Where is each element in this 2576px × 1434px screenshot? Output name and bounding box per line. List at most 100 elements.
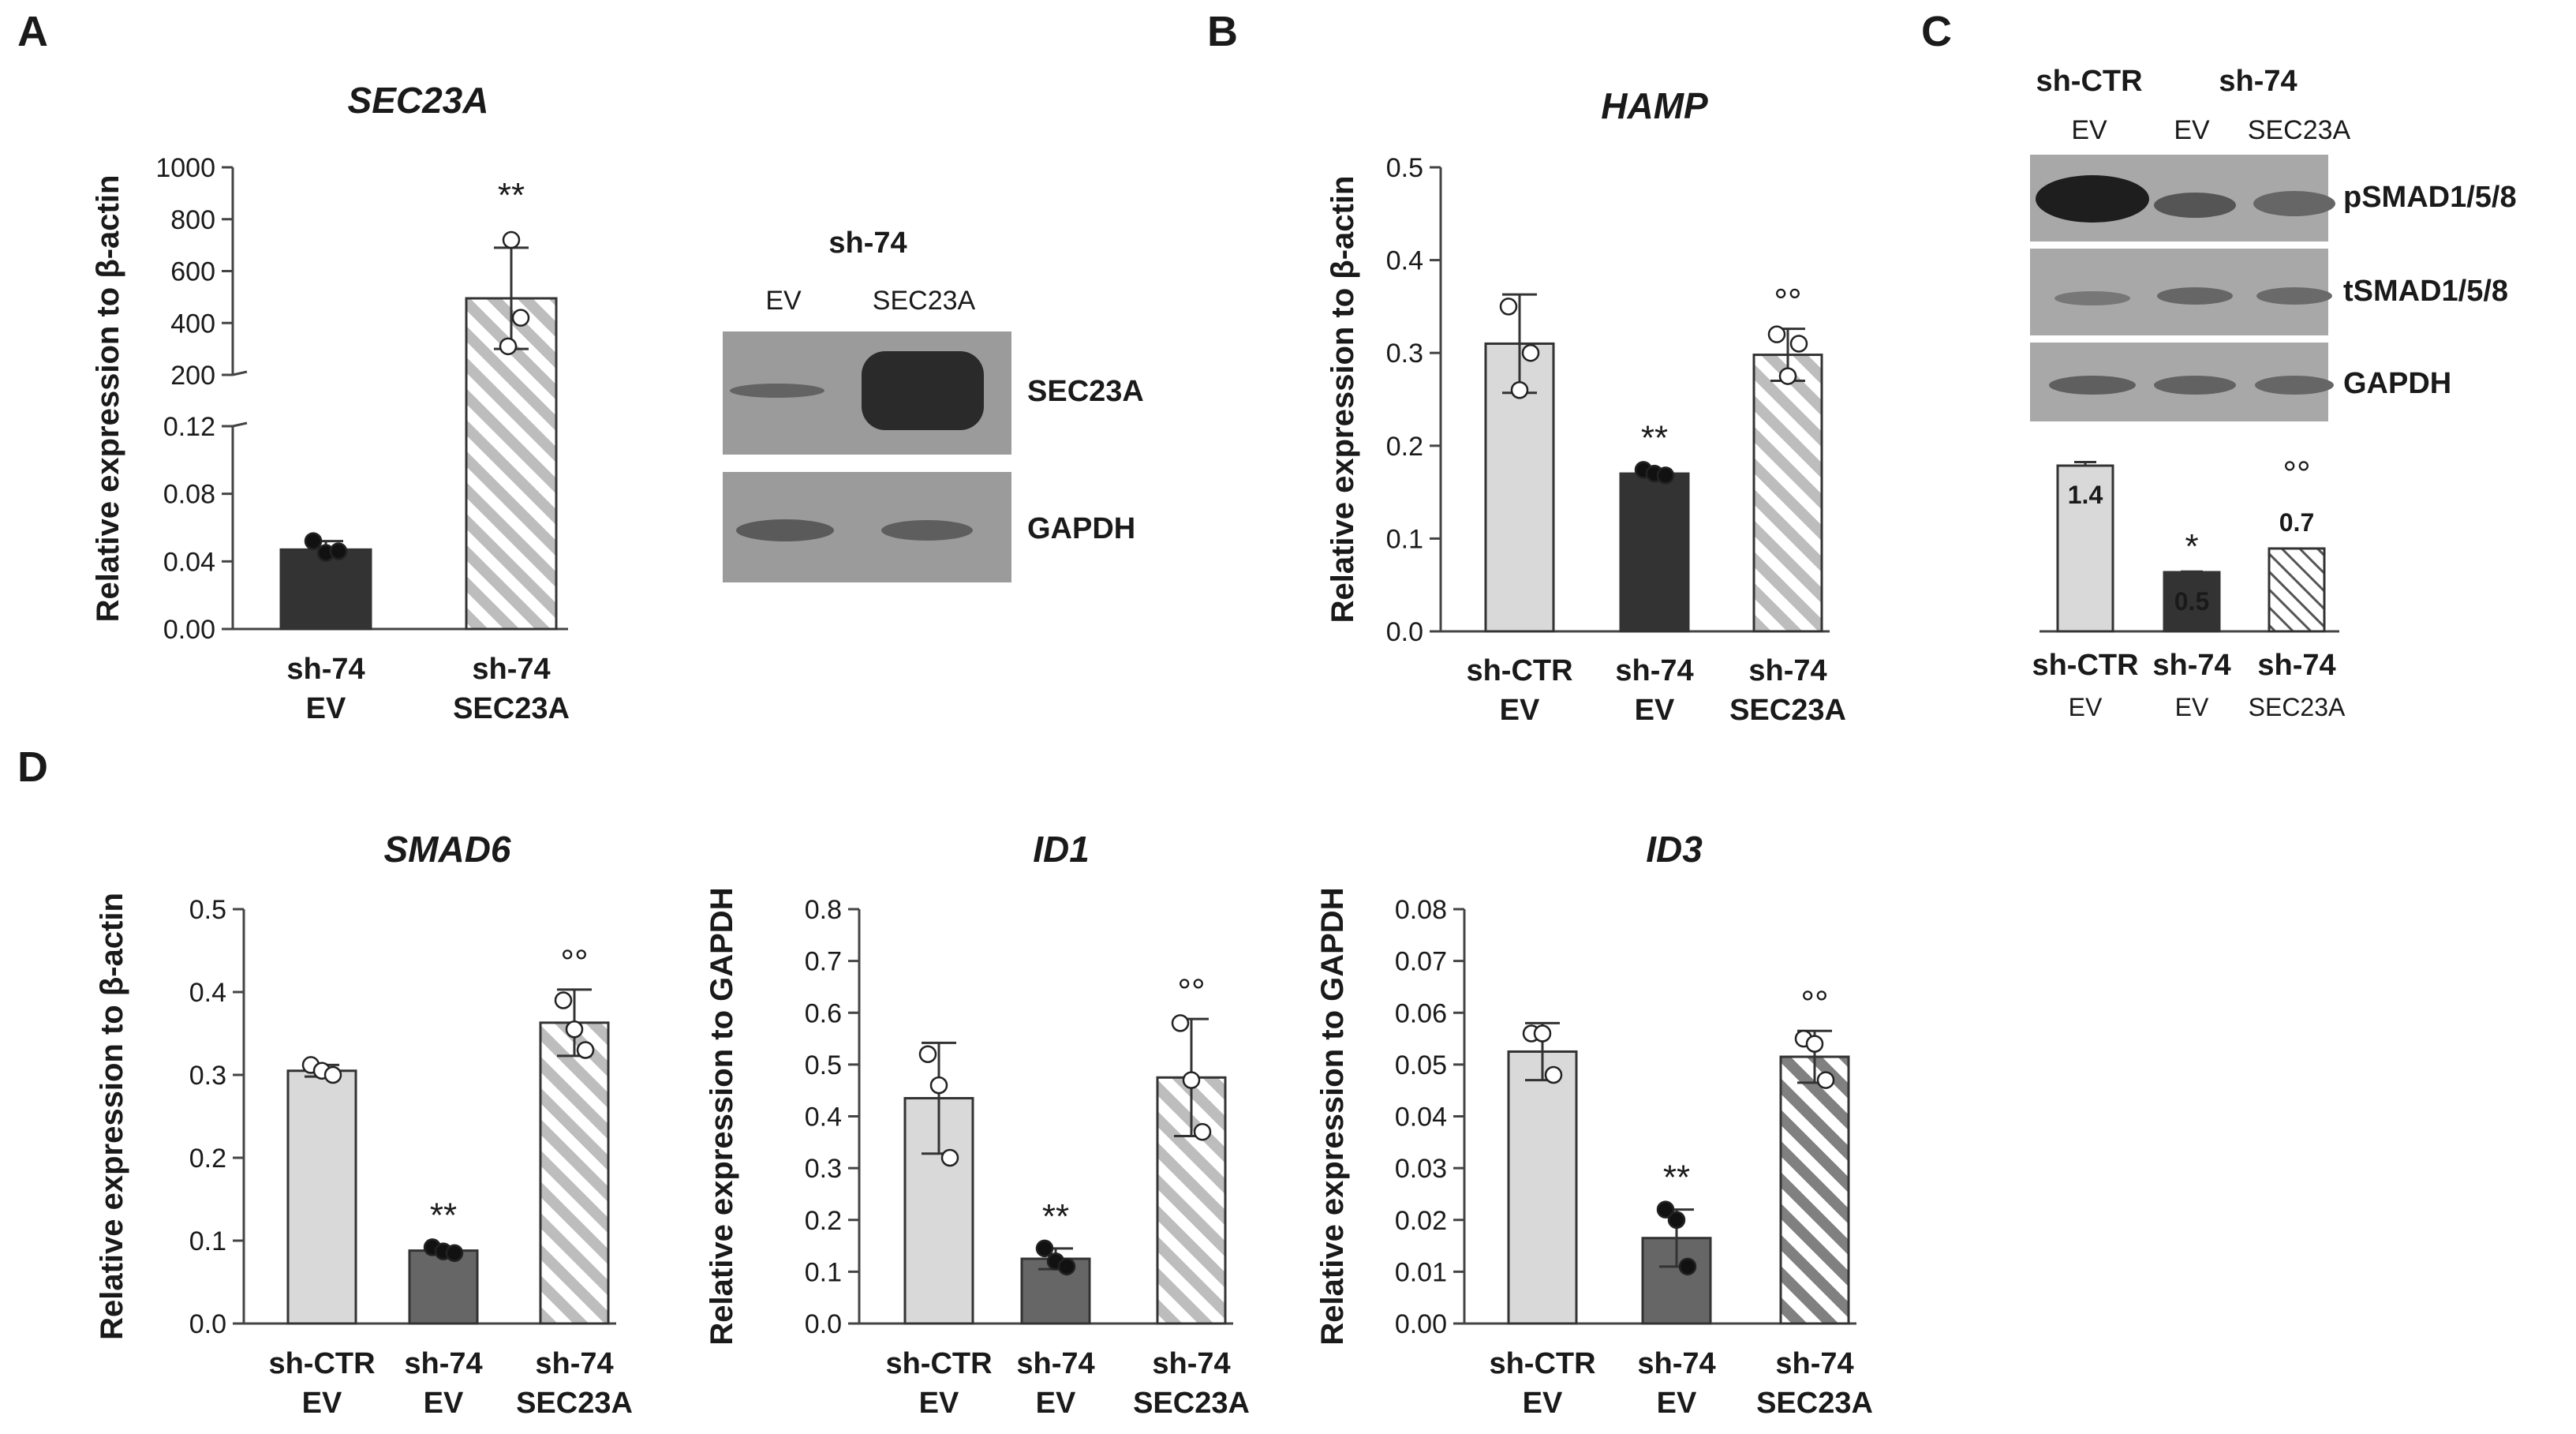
y-tick-label: 0.04 xyxy=(163,547,215,577)
x-category-label: EV xyxy=(306,692,346,725)
bar xyxy=(1507,1050,1578,1325)
data-point xyxy=(929,1076,948,1095)
blot-c-row-psmad: pSMAD1/5/8 xyxy=(2343,181,2517,214)
significance-label: °° xyxy=(1774,283,1801,321)
data-point xyxy=(502,230,521,249)
significance-label: °° xyxy=(560,943,588,982)
value-label: 0.5 xyxy=(2174,587,2209,616)
significance-label: ** xyxy=(1663,1159,1690,1197)
blot-c: sh-CTR sh-74 EV EV SEC23A pSMAD1/5/8 tSM… xyxy=(2030,65,2517,421)
x-category-label: sh-CTR xyxy=(1489,1347,1595,1380)
significance-label: °° xyxy=(2283,455,2310,493)
chart-title: SEC23A xyxy=(348,80,489,121)
x-category-label: EV xyxy=(919,1387,959,1420)
data-point xyxy=(940,1148,959,1167)
significance-label: ** xyxy=(430,1196,457,1234)
x-category-label: sh-74 xyxy=(1748,654,1826,687)
bar xyxy=(1779,1055,1850,1325)
x-category-label: sh-74 xyxy=(472,653,550,686)
x-category-label: EV xyxy=(1657,1387,1697,1420)
chart-id1: ID1 Relative expression to GAPDH 0.0 0.1 0.2… xyxy=(705,829,1250,1420)
data-point xyxy=(1667,1211,1686,1229)
x-category-label: sh-74 xyxy=(404,1347,482,1380)
blot-c-band-psmad-2 xyxy=(2154,193,2236,218)
data-point xyxy=(1656,1200,1675,1219)
y-tick-label: 0.6 xyxy=(805,998,842,1028)
chart-psmad-quant: 1.4 sh-CTR EV 0.5 * sh-74 EV 0.7 °° sh-74 SEC23A xyxy=(2032,455,2346,721)
y-tick-label: 0.00 xyxy=(163,615,215,645)
data-point xyxy=(565,1020,584,1039)
y-tick-label: 0.0 xyxy=(1386,617,1423,647)
y-tick-label: 0.07 xyxy=(1395,947,1447,977)
panel-label-a: A xyxy=(17,8,48,55)
x-category-label: sh-74 xyxy=(2257,649,2335,682)
data-point xyxy=(1193,1122,1212,1141)
significance-label: ** xyxy=(1641,418,1668,457)
data-point xyxy=(918,1045,937,1063)
y-axis-label: Relative expression to GAPDH xyxy=(1315,887,1350,1345)
chart-sec23a: SEC23A Relative expression to β-actin 0.00… xyxy=(91,80,570,725)
y-tick-label: 1000 xyxy=(155,153,215,183)
blot-c-band-tsmad-1 xyxy=(2054,291,2130,305)
data-point xyxy=(1767,325,1786,343)
x-category-label: sh-CTR xyxy=(1466,654,1572,687)
data-point xyxy=(1521,343,1540,362)
data-point xyxy=(323,1065,342,1084)
y-tick-label: 0.12 xyxy=(163,412,215,442)
x-category-label: sh-CTR xyxy=(268,1347,375,1380)
blot-c-band-gapdh-3 xyxy=(2255,376,2334,395)
y-tick-label: 0.8 xyxy=(805,895,842,925)
blot-c-band-tsmad-2 xyxy=(2157,287,2233,305)
y-tick-label: 0.02 xyxy=(1395,1206,1447,1236)
y-tick-label: 400 xyxy=(170,309,215,339)
y-tick-label: 0.0 xyxy=(189,1309,226,1339)
y-tick-label: 0.04 xyxy=(1395,1103,1447,1133)
data-point xyxy=(1816,1071,1835,1089)
x-category-label: SEC23A xyxy=(516,1387,633,1420)
blot-c-band-tsmad-3 xyxy=(2256,287,2332,305)
data-point xyxy=(1510,380,1529,399)
y-tick-label: 0.1 xyxy=(189,1226,226,1256)
blot-c-group-sh74: sh-74 xyxy=(2219,65,2297,98)
y-tick-label: 0.2 xyxy=(805,1206,842,1236)
x-category-label: sh-74 xyxy=(535,1347,613,1380)
data-point xyxy=(1171,1014,1190,1032)
x-category-label: sh-CTR xyxy=(2032,649,2138,682)
y-tick-label: 0.05 xyxy=(1395,1050,1447,1080)
y-tick-label: 0.00 xyxy=(1395,1309,1447,1339)
x-category-label: EV xyxy=(2069,693,2103,721)
chart-title: ID3 xyxy=(1646,829,1703,870)
data-point xyxy=(1182,1071,1201,1089)
x-category-label: SEC23A xyxy=(2249,693,2346,721)
x-category-label: sh-74 xyxy=(1637,1347,1715,1380)
data-point xyxy=(1656,466,1675,485)
blot-c-band-psmad-3 xyxy=(2253,191,2335,216)
data-point xyxy=(304,532,323,550)
bar xyxy=(2268,547,2326,633)
blot-a-band-sec23a xyxy=(862,351,984,430)
data-point xyxy=(1789,335,1808,353)
bar xyxy=(1619,472,1690,633)
x-category-label: SEC23A xyxy=(453,692,570,725)
blot-a-lane-sec23a: SEC23A xyxy=(873,286,976,316)
y-tick-label: 0.4 xyxy=(189,978,226,1008)
blot-a-band-ev xyxy=(730,384,824,398)
y-tick-label: 0.4 xyxy=(805,1103,842,1133)
y-tick-label: 0.01 xyxy=(1395,1257,1447,1287)
chart-hamp: HAMP Relative expression to β-actin 0.0 0.1… xyxy=(1325,85,1846,727)
y-tick-label: 0.1 xyxy=(1386,524,1423,554)
y-tick-label: 0.2 xyxy=(1386,432,1423,462)
chart-smad6: SMAD6 Relative expression to β-actin 0.0 0.… xyxy=(95,829,633,1420)
y-tick-label: 0.1 xyxy=(805,1257,842,1287)
axis-break-mark xyxy=(232,370,248,376)
x-category-label: sh-74 xyxy=(1152,1347,1230,1380)
x-category-label: EV xyxy=(1500,694,1540,727)
blot-a-band-gapdh-ev xyxy=(736,519,834,541)
chart-title: HAMP xyxy=(1601,85,1708,126)
blot-a-header: sh-74 xyxy=(828,227,907,260)
blot-a-lane-ev: EV xyxy=(765,286,802,316)
data-point xyxy=(576,1041,595,1059)
x-category-label: sh-74 xyxy=(2152,649,2230,682)
y-tick-label: 0.5 xyxy=(1386,153,1423,183)
data-point xyxy=(329,542,348,560)
